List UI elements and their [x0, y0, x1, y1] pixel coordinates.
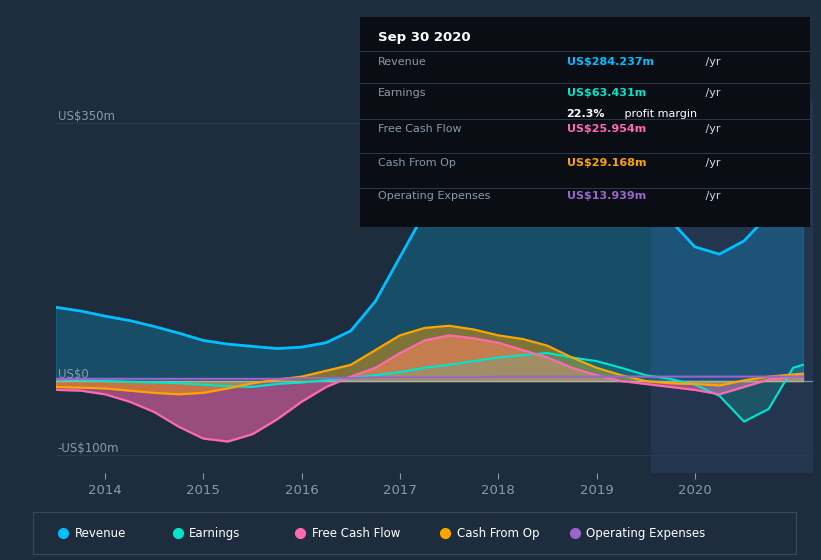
- Bar: [650, 101, 813, 473]
- Text: Cash From Op: Cash From Op: [378, 157, 456, 167]
- Text: -US$100m: -US$100m: [57, 442, 119, 455]
- Text: US$350m: US$350m: [57, 110, 115, 123]
- Text: Earnings: Earnings: [378, 88, 426, 98]
- Text: US$29.168m: US$29.168m: [566, 157, 646, 167]
- Text: Earnings: Earnings: [190, 527, 241, 540]
- Text: Operating Expenses: Operating Expenses: [586, 527, 705, 540]
- Text: 22.3%: 22.3%: [566, 109, 605, 119]
- Text: /yr: /yr: [701, 157, 720, 167]
- Text: US$13.939m: US$13.939m: [566, 191, 646, 201]
- Text: profit margin: profit margin: [621, 109, 697, 119]
- Text: /yr: /yr: [701, 124, 720, 134]
- Text: US$25.954m: US$25.954m: [566, 124, 646, 134]
- Text: Revenue: Revenue: [75, 527, 126, 540]
- Text: /yr: /yr: [701, 191, 720, 201]
- Text: Free Cash Flow: Free Cash Flow: [311, 527, 400, 540]
- Text: Operating Expenses: Operating Expenses: [378, 191, 490, 201]
- Text: /yr: /yr: [701, 57, 720, 67]
- Text: /yr: /yr: [701, 88, 720, 98]
- Text: US$284.237m: US$284.237m: [566, 57, 654, 67]
- Text: Free Cash Flow: Free Cash Flow: [378, 124, 461, 134]
- Text: Sep 30 2020: Sep 30 2020: [378, 31, 470, 44]
- Text: US$63.431m: US$63.431m: [566, 88, 646, 98]
- Text: Revenue: Revenue: [378, 57, 426, 67]
- Text: US$0: US$0: [57, 368, 89, 381]
- Text: Cash From Op: Cash From Op: [456, 527, 539, 540]
